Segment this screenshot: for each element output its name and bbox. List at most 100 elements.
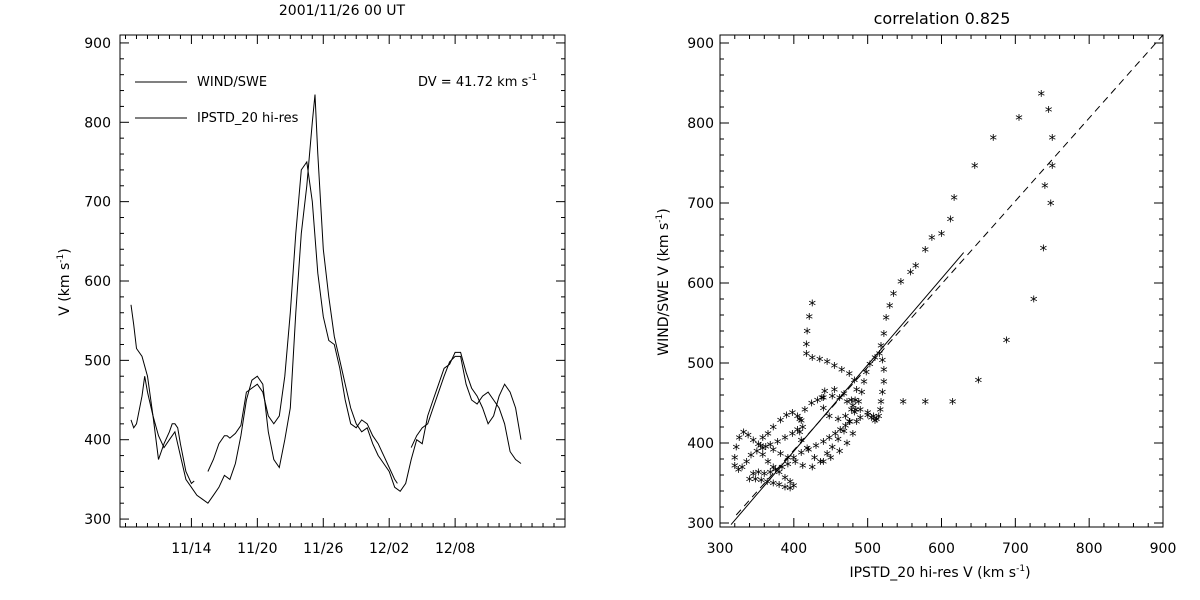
scatter-point: *	[766, 465, 774, 483]
scatter-point: *	[777, 413, 785, 431]
scatter-point: *	[843, 437, 851, 455]
scatter-point: *	[837, 423, 845, 441]
scatter-y-label-close: )	[656, 208, 672, 213]
scatter-point: *	[879, 385, 887, 403]
scatter-point: *	[848, 403, 856, 421]
scatter-point: *	[797, 414, 805, 432]
scatter-point: *	[851, 405, 859, 423]
series-line-wind-swe	[207, 160, 398, 484]
scatter-point: *	[778, 461, 786, 479]
y-axis-label: V (km s-1)	[56, 248, 73, 315]
scatter-y-label-text: WIND/SWE V (km s	[656, 223, 672, 356]
scatter-x-tick-label: 400	[780, 541, 807, 557]
legend-label-wind: WIND/SWE	[197, 75, 267, 90]
scatter-x-tick-label: 800	[1076, 541, 1103, 557]
chart-title: 2001/11/26 00 UT	[279, 3, 406, 19]
scatter-point: *	[777, 447, 785, 465]
scatter-point: *	[871, 351, 879, 369]
scatter-point: *	[862, 365, 870, 383]
series-lines	[130, 94, 522, 504]
scatter-point: *	[890, 287, 898, 305]
scatter-point: *	[836, 445, 844, 463]
dv-annotation-text: DV = 41.72 km s	[418, 75, 529, 90]
scatter-point: *	[755, 465, 763, 483]
scatter-point: *	[949, 395, 957, 413]
scatter-x-tick-label: 600	[928, 541, 955, 557]
scatter-point: *	[886, 299, 894, 317]
x-tick-label: 11/26	[303, 541, 343, 557]
scatter-point: *	[823, 355, 831, 373]
scatter-y-tick-label: 600	[687, 276, 714, 292]
scatter-point: *	[1003, 333, 1011, 351]
y-tick-label: 600	[84, 274, 111, 290]
scatter-point: *	[938, 227, 946, 245]
scatter-point: *	[769, 421, 777, 439]
series-line-wind-swe	[130, 376, 195, 485]
scatter-point: *	[781, 471, 789, 489]
scatter-point: *	[786, 481, 794, 499]
scatter-point: *	[811, 451, 819, 469]
regression-line	[730, 252, 965, 525]
scatter-point: *	[775, 465, 783, 483]
scatter-point: *	[857, 403, 865, 421]
y-tick-label: 400	[84, 433, 111, 449]
x-tick-label: 11/14	[171, 541, 211, 557]
dv-annotation-sup: -1	[528, 73, 537, 83]
scatter-point: *	[732, 441, 740, 459]
scatter-point: *	[845, 415, 853, 433]
scatter-point: *	[842, 409, 850, 427]
scatter-y-label: WIND/SWE V (km s-1)	[655, 208, 672, 355]
scatter-point: *	[864, 409, 872, 427]
scatter-point: *	[759, 431, 767, 449]
scatter-point: *	[975, 373, 983, 391]
scatter-point: *	[821, 385, 829, 403]
scatter-point: *	[784, 451, 792, 469]
scatter-point: *	[806, 310, 814, 328]
scatter-point: *	[764, 455, 772, 473]
scatter-point: *	[989, 131, 997, 149]
scatter-point: *	[922, 395, 930, 413]
scatter-point: *	[761, 467, 769, 485]
scatter-y-tick-label: 900	[687, 36, 714, 52]
scatter-point: *	[808, 397, 816, 415]
scatter-point: *	[864, 406, 872, 424]
timeseries-chart: 2001/11/26 00 UT 300 400 500 600 700 800 900 1…	[56, 3, 566, 557]
scatter-y-tick-label: 500	[687, 356, 714, 372]
scatter-point: *	[820, 391, 828, 409]
scatter-point: *	[749, 467, 757, 485]
scatter-point: *	[809, 297, 817, 315]
scatter-point: *	[794, 409, 802, 427]
scatter-point: *	[735, 463, 743, 481]
scatter-point: *	[853, 383, 861, 401]
scatter-point: *	[775, 478, 783, 496]
scatter-point: *	[759, 448, 767, 466]
scatter-point: *	[762, 440, 770, 458]
scatter-point: *	[947, 213, 955, 231]
scatter-point: *	[797, 433, 805, 451]
scatter-point: *	[814, 393, 822, 411]
scatter-point: *	[803, 441, 811, 459]
scatter-point: *	[740, 425, 748, 443]
scatter-point: *	[836, 391, 844, 409]
scatter-y-tick-label: 400	[687, 436, 714, 452]
scatter-point: *	[1015, 111, 1023, 129]
x-tick-label: 12/08	[435, 541, 475, 557]
scatter-point: *	[743, 455, 751, 473]
scatter-point: *	[812, 439, 820, 457]
scatter-point: *	[803, 337, 811, 355]
scatter-point: *	[880, 375, 888, 393]
scatter-point: *	[799, 459, 807, 477]
y-axis-label-sup: -1	[56, 254, 66, 263]
scatter-point: *	[757, 439, 765, 457]
scatter-point: *	[860, 375, 868, 393]
scatter-point: *	[797, 446, 805, 464]
scatter-point: *	[873, 413, 881, 431]
scatter-point: *	[759, 441, 767, 459]
scatter-point: *	[950, 191, 958, 209]
scatter-point: *	[1049, 159, 1057, 177]
y-tick-label: 500	[84, 353, 111, 369]
y-axis-label-close: )	[57, 248, 73, 253]
scatter-point: *	[799, 421, 807, 439]
fit-lines	[730, 34, 1164, 525]
